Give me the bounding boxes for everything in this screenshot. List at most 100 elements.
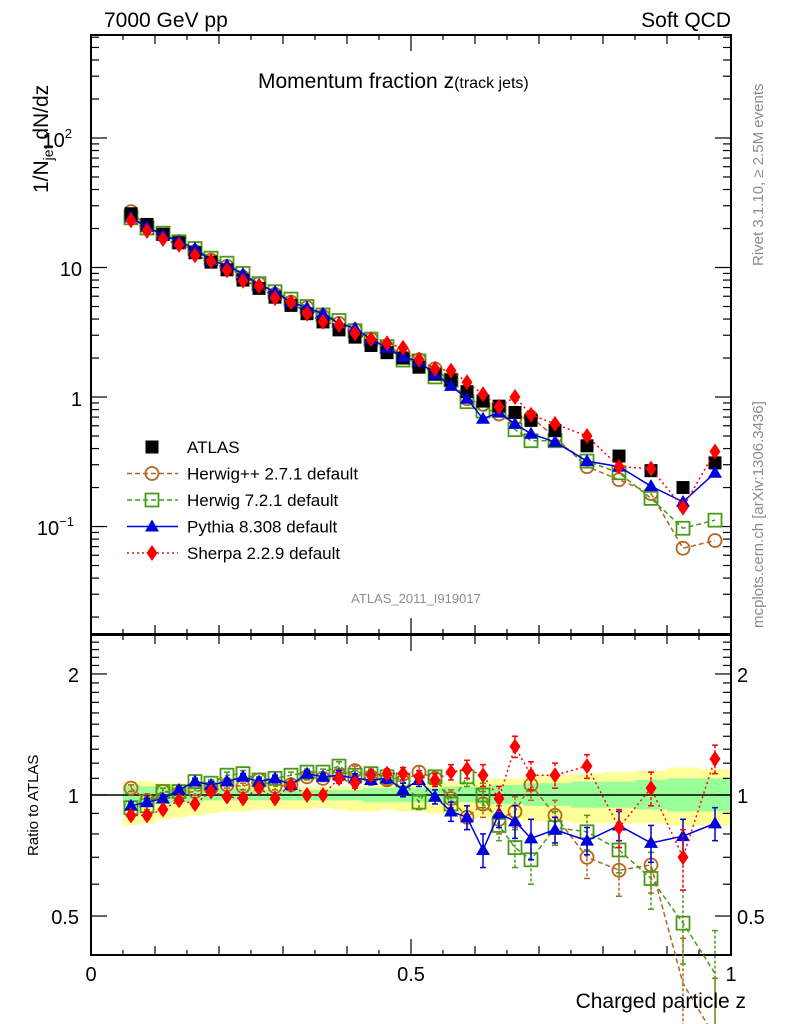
sherpa-2-2-9-default-point bbox=[365, 331, 377, 348]
herwig-2-7-1-default-ratio-point bbox=[611, 862, 627, 878]
sherpa-2-2-9-default-point bbox=[397, 339, 409, 356]
sherpa-2-2-9-default-ratio-point bbox=[237, 790, 249, 807]
ratio-ytick-0.5-right: 0.5 bbox=[737, 907, 765, 929]
sherpa-2-2-9-default-point bbox=[549, 415, 561, 432]
sherpa-2-2-9-default-point bbox=[141, 222, 153, 239]
mcplots-label: mcplots.cern.ch [arXiv:1306.3436] bbox=[750, 401, 767, 628]
herwig-7-2-1-default-ratio-point bbox=[507, 840, 523, 855]
sherpa-2-2-9-default-point bbox=[413, 351, 425, 368]
legend-marker-sherpa-2-2-9-default bbox=[146, 545, 158, 561]
pythia-8-308-default-point bbox=[476, 411, 490, 424]
sherpa-2-2-9-default-point bbox=[381, 335, 393, 352]
sherpa-2-2-9-default-point bbox=[445, 362, 457, 379]
sherpa-2-2-9-default-ratio-point bbox=[677, 849, 689, 866]
main-y-tick-labels: 102 10 1 10−1 bbox=[37, 126, 82, 540]
pythia-8-308-default-ratio-point bbox=[708, 816, 722, 829]
ylabel-subscript: jet bbox=[40, 145, 56, 161]
herwig-7-2-1-default-ratio-point bbox=[675, 915, 691, 931]
sherpa-2-2-9-default-point bbox=[509, 389, 521, 406]
ratio-ytick-1: 1 bbox=[68, 786, 79, 808]
ratio-ytick-0.5: 0.5 bbox=[51, 907, 79, 929]
sherpa-2-2-9-default-ratio-point bbox=[285, 776, 297, 793]
atlas-point bbox=[612, 449, 626, 463]
main-data-layer bbox=[123, 204, 723, 556]
sherpa-2-2-9-default-ratio-point bbox=[221, 788, 233, 805]
sherpa-2-2-9-default-point bbox=[173, 236, 185, 253]
sherpa-2-2-9-default-point bbox=[125, 212, 137, 229]
legend-marker-herwig-7-2-1-default bbox=[144, 492, 160, 508]
sherpa-2-2-9-default-point bbox=[269, 290, 281, 307]
sherpa-2-2-9-default-ratio-point bbox=[645, 780, 657, 797]
pythia-8-308-default-point bbox=[548, 434, 562, 447]
pythia-8-308-default-ratio-point bbox=[444, 804, 458, 817]
sherpa-2-2-9-default-ratio-point bbox=[509, 738, 521, 755]
sherpa-2-2-9-default-point bbox=[581, 428, 593, 445]
ratio-data-layer bbox=[123, 735, 722, 1024]
pythia-8-308-default-point bbox=[644, 479, 658, 492]
sherpa-2-2-9-default-point bbox=[477, 386, 489, 403]
header-energy-label: 7000 GeV pp bbox=[104, 9, 228, 32]
sherpa-2-2-9-default-point bbox=[157, 230, 169, 247]
sherpa-2-2-9-default-point bbox=[285, 294, 297, 311]
x-axis-label: Charged particle z bbox=[576, 990, 746, 1013]
sherpa-2-2-9-default-ratio-point bbox=[189, 795, 201, 812]
pythia-8-308-default-ratio-point bbox=[172, 782, 186, 795]
herwig-2-7-1-default-point bbox=[707, 533, 723, 548]
sherpa-2-2-9-default-point bbox=[205, 253, 217, 270]
legend-marker-herwig-2-7-1-default bbox=[144, 466, 160, 481]
ratio-ytick-2: 2 bbox=[68, 665, 79, 687]
sherpa-2-2-9-default-point bbox=[709, 443, 721, 460]
sherpa-2-2-9-default-point bbox=[525, 406, 537, 423]
header-category-label: Soft QCD bbox=[641, 9, 731, 32]
pythia-8-308-default-ratio-point bbox=[524, 831, 538, 844]
sherpa-2-2-9-default-ratio-point bbox=[525, 767, 537, 784]
sherpa-2-2-9-default-ratio-point bbox=[413, 768, 425, 785]
sherpa-2-2-9-default-ratio-point bbox=[613, 819, 625, 836]
pythia-8-308-default-ratio-point bbox=[476, 842, 490, 855]
sherpa-2-2-9-default-point bbox=[301, 305, 313, 322]
sherpa-2-2-9-default-point bbox=[461, 374, 473, 391]
atlas-point bbox=[580, 439, 594, 453]
sherpa-2-2-9-default-ratio-point bbox=[253, 780, 265, 797]
ratio-axis-ticks bbox=[90, 635, 732, 955]
sherpa-2-2-9-default-ratio-point bbox=[445, 764, 457, 781]
sherpa-2-2-9-default-ratio-point bbox=[429, 771, 441, 788]
atlas-point bbox=[508, 405, 522, 419]
pythia-8-308-default-point bbox=[580, 454, 594, 467]
sherpa-2-2-9-default-point bbox=[613, 458, 625, 475]
legend-label-herwig-7-2-1-default: Herwig 7.2.1 default bbox=[187, 491, 338, 510]
sherpa-2-2-9-default-point bbox=[429, 360, 441, 377]
pythia-8-308-default-point bbox=[444, 378, 458, 391]
pythia-8-308-default-ratio-point bbox=[548, 822, 562, 835]
sherpa-2-2-9-default-ratio-point bbox=[157, 801, 169, 818]
legend: ATLAS Herwig++ 2.7.1 default Herwig 7.2.1 … bbox=[127, 438, 358, 563]
sherpa-2-2-9-default-ratio-point bbox=[349, 775, 361, 792]
herwig-7-2-1-default-ratio-point bbox=[411, 794, 427, 810]
pythia-8-308-default-ratio-point bbox=[316, 769, 330, 782]
pythia-8-308-default-point bbox=[460, 391, 474, 404]
atlas-point bbox=[708, 456, 722, 470]
ylabel-tail: dN/dz bbox=[30, 85, 53, 146]
pythia-8-308-default-ratio-point bbox=[492, 806, 506, 819]
pythia-8-308-default-ratio-point bbox=[300, 766, 314, 779]
sherpa-2-2-9-default-ratio-point bbox=[205, 783, 217, 800]
sherpa-2-2-9-default-point bbox=[317, 313, 329, 330]
main-axis-ticks bbox=[90, 35, 732, 634]
ratio-y-axis-label: Ratio to ATLAS bbox=[25, 755, 42, 856]
pythia-8-308-default-ratio-point bbox=[268, 771, 282, 784]
ytick-label-0.1: 10−1 bbox=[37, 514, 74, 540]
herwig-7-2-1-default-ratio-point bbox=[643, 871, 659, 886]
sherpa-2-2-9-default-ratio-point bbox=[301, 787, 313, 803]
sherpa-2-2-9-default-ratio-point bbox=[397, 765, 409, 782]
pythia-8-308-default-ratio-point bbox=[124, 798, 138, 811]
atlas-point bbox=[676, 481, 690, 495]
sherpa-2-2-9-default-point bbox=[677, 499, 689, 516]
sherpa-2-2-9-default-ratio-point bbox=[493, 790, 505, 807]
sherpa-2-2-9-default-ratio-point bbox=[125, 807, 137, 824]
atlas-point bbox=[460, 385, 474, 399]
pythia-8-308-default-point bbox=[708, 465, 722, 478]
herwig-2-7-1-default-ratio-point bbox=[475, 796, 491, 812]
sherpa-2-2-9-default-ratio-point bbox=[365, 767, 377, 784]
sherpa-2-2-9-default-ratio-point bbox=[461, 761, 473, 778]
plot-title-sub: (track jets) bbox=[454, 75, 529, 92]
